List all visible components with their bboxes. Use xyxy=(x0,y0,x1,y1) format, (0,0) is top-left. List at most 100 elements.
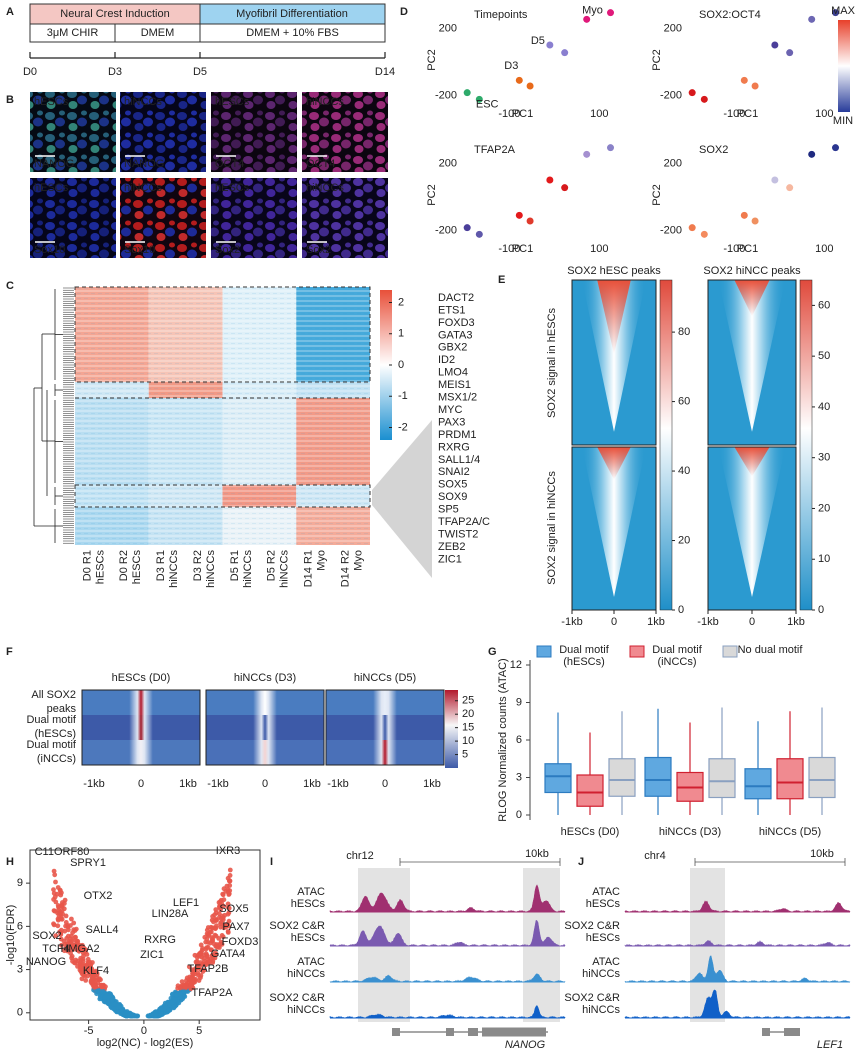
volcano-point xyxy=(71,927,77,933)
column-label: Myo xyxy=(352,550,364,571)
x-tick-label: -1kb xyxy=(83,778,104,790)
gene-label: SOX5 xyxy=(219,903,248,915)
column-label: D0 R2 xyxy=(118,550,130,581)
y-axis-label: PC2 xyxy=(651,49,663,70)
gene-label: SNAI2 xyxy=(438,466,470,478)
volcano-point xyxy=(181,989,187,995)
volcano-point xyxy=(99,984,105,990)
volcano-point xyxy=(103,994,108,1000)
y-tick-label: 6 xyxy=(516,734,522,746)
pca-point xyxy=(832,9,840,17)
y-axis-label: RLOG Normalized counts (ATAC) xyxy=(497,658,509,821)
volcano-point xyxy=(52,872,58,878)
volcano-point xyxy=(124,1013,130,1019)
volcano-point xyxy=(65,948,70,954)
track-label: SOX2 C&R xyxy=(269,920,325,932)
x-tick-label: hESCs (D0) xyxy=(561,826,620,838)
colorbar-label: -1 xyxy=(398,390,408,402)
y-axis-label: -log10(FDR) xyxy=(5,905,17,966)
gene-label: KLF4 xyxy=(83,965,109,977)
volcano-point xyxy=(182,994,188,999)
heatmap-frame xyxy=(571,279,657,446)
volcano-point xyxy=(130,1013,136,1019)
track-label: hiNCCs xyxy=(287,1004,325,1016)
track-label: hiNCCs xyxy=(582,1004,620,1016)
colorbar xyxy=(799,279,813,611)
x-axis-label: PC1 xyxy=(737,243,758,255)
volcano-point xyxy=(192,971,198,977)
x-axis-label: PC1 xyxy=(512,108,533,120)
pca-point xyxy=(607,144,615,152)
colorbar xyxy=(445,690,458,768)
day-label: D0 xyxy=(23,66,37,78)
x-tick-label: -100 xyxy=(723,108,745,120)
plot-title: TFAP2A xyxy=(474,144,516,156)
legend-swatch xyxy=(629,645,645,658)
volcano-point xyxy=(202,934,208,940)
gene-label: PAX7 xyxy=(222,921,249,933)
volcano-point xyxy=(193,976,198,982)
heatmap-texture xyxy=(75,287,370,545)
micrograph xyxy=(30,178,116,258)
volcano-point xyxy=(219,913,225,919)
colorbar-label: 60 xyxy=(818,299,830,311)
track-label: SOX2 C&R xyxy=(564,992,620,1004)
colorbar-label: 20 xyxy=(462,708,474,720)
volcano-point xyxy=(58,936,64,942)
x-tick-label: 0 xyxy=(749,616,755,628)
gene-label: TCF4 xyxy=(42,943,70,955)
volcano-point xyxy=(219,900,225,906)
volcano-point xyxy=(197,950,203,956)
point-annotation: Myo xyxy=(582,5,603,17)
volcano-point xyxy=(220,891,226,897)
gene-label: DACT2 xyxy=(438,292,474,304)
x-tick-label: 100 xyxy=(590,108,608,120)
column-label: D14 R1 xyxy=(303,550,315,587)
track-label: hESCs xyxy=(586,932,621,944)
pca-point xyxy=(463,224,471,232)
x-tick-label: 0 xyxy=(141,1025,147,1037)
y-tick-label: 9 xyxy=(516,696,522,708)
day-label: D14 xyxy=(375,66,395,78)
volcano-point xyxy=(87,959,93,965)
colorbar-label: 60 xyxy=(678,395,690,407)
column-label: hiNCCs xyxy=(279,550,291,588)
cluster-box xyxy=(74,286,371,383)
volcano-point xyxy=(65,923,71,928)
pca-point xyxy=(700,230,708,238)
volcano-point xyxy=(146,1013,152,1019)
pca-point xyxy=(515,76,523,84)
y-tick-label: -200 xyxy=(435,89,457,101)
heatmap-frame xyxy=(205,689,325,766)
volcano-point xyxy=(213,907,219,912)
volcano-point xyxy=(226,891,232,897)
point-annotation: ESC xyxy=(476,99,499,111)
signal-track xyxy=(624,955,851,983)
volcano-point xyxy=(76,943,82,949)
panel-letter: B xyxy=(6,94,14,106)
stain-label: Sox10 xyxy=(34,244,65,256)
row-label: (iNCCs) xyxy=(37,753,76,765)
volcano-point xyxy=(53,879,58,885)
pca-point xyxy=(832,144,840,152)
pca-point xyxy=(808,15,816,23)
y-axis-label: SOX2 signal in hiNCCs xyxy=(546,471,558,585)
gene-label: SOX5 xyxy=(438,479,467,491)
pca-point xyxy=(546,176,554,184)
gene-wedge xyxy=(372,420,432,578)
pca-point xyxy=(546,41,554,49)
signal-heatmap-core xyxy=(582,447,646,597)
gene-label: IXR3 xyxy=(216,845,240,857)
volcano-point xyxy=(227,878,233,884)
gene-label: ID2 xyxy=(438,354,455,366)
pca-point xyxy=(583,150,591,158)
track-label: hESCs xyxy=(291,898,326,910)
gene-label: PRDM1 xyxy=(438,429,477,441)
volcano-point xyxy=(219,933,225,938)
x-tick-label: 5 xyxy=(196,1025,202,1037)
phase-label: Neural Crest Induction xyxy=(60,8,169,20)
x-tick-label: 0 xyxy=(138,778,144,790)
profile-heatmap xyxy=(206,690,324,715)
heatmap-frame xyxy=(81,689,201,766)
volcano-point xyxy=(89,973,95,979)
